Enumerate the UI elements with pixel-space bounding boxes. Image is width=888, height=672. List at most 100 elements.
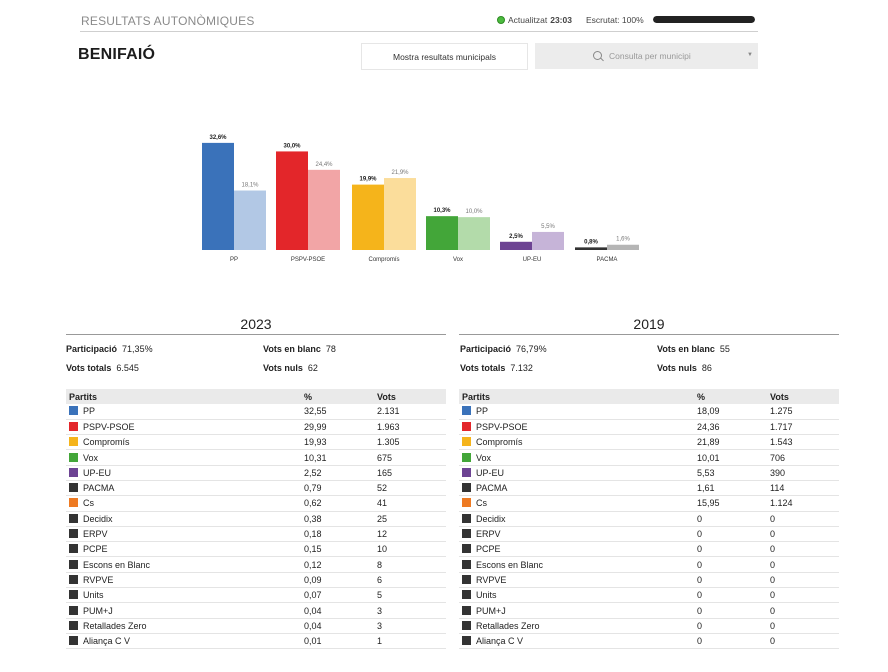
party-color-swatch: [69, 513, 78, 523]
party-color-swatch: [462, 559, 471, 569]
party-name: Aliança C V: [83, 636, 131, 647]
party-cell: RVPVE: [459, 572, 694, 589]
party-cell: Aliança C V: [459, 633, 694, 650]
show-municipal-results-button[interactable]: Mostra resultats municipals: [361, 43, 528, 70]
bar-value-label: 1,6%: [616, 237, 630, 243]
participation-stat: Participació 71,35%: [66, 344, 153, 354]
votes-cell: 165: [374, 465, 446, 481]
table-row: Compromís 19,93 1.305: [66, 434, 446, 451]
party-color-swatch: [69, 544, 78, 554]
party-cell: Units: [459, 587, 694, 604]
party-color-swatch: [462, 452, 471, 462]
party-color-swatch: [462, 605, 471, 615]
blank-votes-stat: Vots en blanc 78: [263, 344, 336, 354]
category-label: Compromís: [368, 257, 399, 263]
votes-cell: 10: [374, 541, 446, 558]
votes-cell: 3: [374, 602, 446, 619]
percent-cell: 21,89: [694, 434, 767, 451]
party-color-swatch: [462, 437, 471, 447]
party-name: Aliança C V: [476, 636, 524, 647]
bar-up-eu-current: [500, 241, 532, 250]
table-row: Cs 15,95 1.124: [459, 495, 839, 512]
party-color-swatch: [69, 590, 78, 600]
bar-value-label: 18,1%: [241, 183, 259, 189]
party-column-header: Partits: [66, 389, 301, 404]
percent-cell: 0: [694, 618, 767, 634]
party-color-swatch: [69, 605, 78, 615]
table-row: Vox 10,01 706: [459, 449, 839, 466]
table-row: Retallades Zero 0,04 3: [66, 618, 446, 634]
votes-cell: 1: [374, 633, 446, 650]
party-cell: Aliança C V: [66, 633, 301, 650]
bar-comprom-s-current: [352, 184, 384, 250]
table-header-row: Partits % Vots: [459, 389, 839, 404]
party-color-swatch: [462, 513, 471, 523]
votes-cell: 1.124: [767, 495, 839, 512]
bar-value-label: 10,3%: [433, 208, 451, 214]
votes-cell: 0: [767, 633, 839, 650]
party-color-swatch: [462, 529, 471, 539]
percent-cell: 0,18: [301, 526, 374, 543]
percent-cell: 15,95: [694, 495, 767, 512]
votes-column-header: Vots: [767, 389, 839, 404]
stats-2023: Participació 71,35% Vots en blanc 78 Vot…: [66, 335, 446, 383]
votes-cell: 3: [374, 618, 446, 634]
table-row: Vox 10,31 675: [66, 449, 446, 466]
bar-pp-current: [202, 142, 234, 250]
table-row: Cs 0,62 41: [66, 495, 446, 512]
party-cell: Retallades Zero: [459, 618, 694, 634]
party-name: Escons en Blanc: [476, 559, 544, 570]
municipality-search[interactable]: ▼: [535, 43, 758, 69]
party-cell: Vox: [459, 449, 694, 466]
percent-cell: 0: [694, 556, 767, 573]
party-color-swatch: [462, 620, 471, 630]
party-cell: Decidix: [66, 511, 301, 527]
party-name: Decidix: [83, 513, 113, 524]
bar-pspv-psoe-previous: [308, 169, 340, 250]
party-color-swatch: [69, 437, 78, 447]
votes-cell: 1.305: [374, 434, 446, 451]
votes-cell: 1.963: [374, 419, 446, 436]
percent-cell: 0,09: [301, 572, 374, 589]
party-name: Vox: [83, 452, 99, 463]
live-status-icon: [497, 16, 505, 24]
party-color-swatch: [69, 467, 78, 477]
party-cell: PCPE: [459, 541, 694, 558]
municipality-search-input[interactable]: [609, 47, 739, 65]
percent-cell: 0,01: [301, 633, 374, 650]
party-cell: ERPV: [66, 526, 301, 543]
percent-cell: 0: [694, 633, 767, 650]
percent-cell: 5,53: [694, 465, 767, 481]
bar-value-label: 30,0%: [283, 143, 301, 149]
votes-cell: 0: [767, 572, 839, 589]
party-name: Compromís: [476, 437, 523, 448]
dropdown-arrow-icon[interactable]: ▼: [747, 52, 753, 58]
party-color-swatch: [69, 483, 78, 493]
party-cell: UP-EU: [66, 465, 301, 481]
party-color-swatch: [462, 590, 471, 600]
percent-column-header: %: [694, 389, 767, 404]
party-cell: PACMA: [66, 480, 301, 497]
votes-cell: 390: [767, 465, 839, 481]
counted-progress-bar: [653, 16, 755, 23]
party-cell: PP: [459, 404, 694, 420]
search-icon: [593, 51, 602, 60]
party-name: RVPVE: [476, 574, 507, 585]
bar-pacma-previous: [607, 244, 639, 250]
party-cell: PUM+J: [459, 602, 694, 619]
bar-value-label: 19,9%: [359, 177, 377, 183]
votes-column-header: Vots: [374, 389, 446, 404]
votes-cell: 52: [374, 480, 446, 497]
table-row: Units 0 0: [459, 587, 839, 604]
table-row: RVPVE 0,09 6: [66, 572, 446, 589]
party-cell: UP-EU: [459, 465, 694, 481]
table-row: Decidix 0 0: [459, 511, 839, 527]
party-cell: ERPV: [459, 526, 694, 543]
results-table-2023: Partits % Vots PP 32,55 2.131 PSPV-PSOE 29,9…: [66, 389, 446, 650]
percent-cell: 1,61: [694, 480, 767, 497]
party-name: PACMA: [83, 483, 115, 494]
votes-cell: 0: [767, 526, 839, 543]
percent-cell: 0,79: [301, 480, 374, 497]
table-row: UP-EU 5,53 390: [459, 465, 839, 481]
party-color-swatch: [69, 559, 78, 569]
